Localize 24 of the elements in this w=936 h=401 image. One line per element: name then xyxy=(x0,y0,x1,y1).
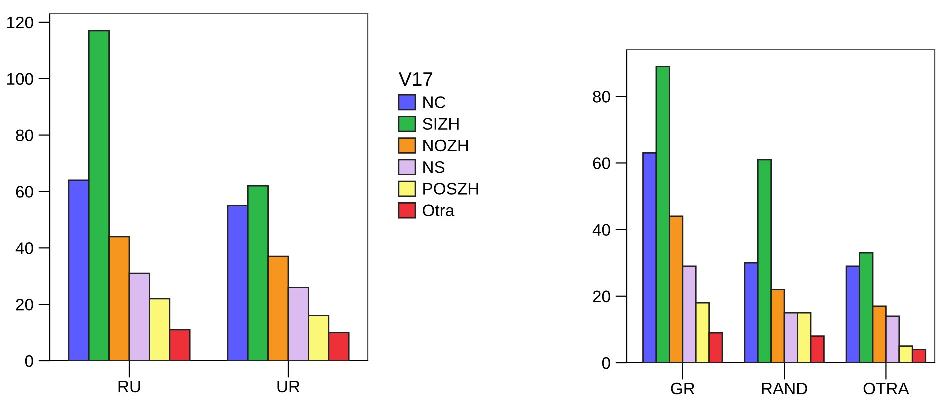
y-tick-label: 40 xyxy=(16,242,34,254)
legend-label: NC xyxy=(424,96,446,108)
y-tick-label: 100 xyxy=(7,73,34,86)
x-tick-label: OTRA xyxy=(864,382,910,395)
x-tick-label: RU xyxy=(118,381,140,393)
y-tick-label: 0 xyxy=(25,355,34,368)
legend-label: Otra xyxy=(423,204,455,217)
y-tick-label: 40 xyxy=(592,224,610,236)
legend-label: POSZH xyxy=(424,183,478,195)
y-tick-label: 80 xyxy=(16,130,34,142)
legend-label: NOZH xyxy=(424,140,468,152)
y-tick-label: 80 xyxy=(593,91,610,103)
y-tick-label: 60 xyxy=(16,186,34,198)
legend-label: NS xyxy=(424,161,445,174)
x-tick-label: RAND xyxy=(762,383,808,395)
y-tick-label: 20 xyxy=(16,298,34,311)
x-tick-label: GR xyxy=(671,382,695,395)
y-tick-label: 60 xyxy=(593,158,610,170)
legend-title: V17 xyxy=(398,72,433,86)
x-tick-label: UR xyxy=(278,381,300,393)
y-tick-label: 120 xyxy=(7,16,34,29)
y-tick-label: 0 xyxy=(602,357,610,370)
legend-label: SIZH xyxy=(422,118,459,130)
y-tick-label: 20 xyxy=(593,290,610,303)
